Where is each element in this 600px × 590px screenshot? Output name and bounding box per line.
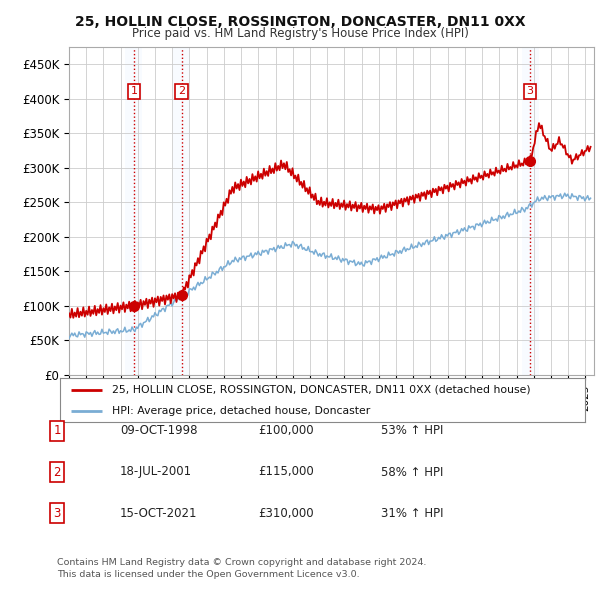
- Text: 3: 3: [527, 86, 533, 96]
- Bar: [125, 47, 142, 375]
- Text: 58% ↑ HPI: 58% ↑ HPI: [381, 466, 443, 478]
- Text: 3: 3: [53, 507, 61, 520]
- Text: £115,000: £115,000: [258, 466, 314, 478]
- Text: 31% ↑ HPI: 31% ↑ HPI: [381, 507, 443, 520]
- Text: Contains HM Land Registry data © Crown copyright and database right 2024.
This d: Contains HM Land Registry data © Crown c…: [57, 558, 427, 579]
- Text: 2: 2: [53, 466, 61, 478]
- Bar: [521, 47, 539, 375]
- Text: 1: 1: [53, 424, 61, 437]
- Text: HPI: Average price, detached house, Doncaster: HPI: Average price, detached house, Donc…: [113, 406, 371, 416]
- Text: 09-OCT-1998: 09-OCT-1998: [120, 424, 197, 437]
- Text: Price paid vs. HM Land Registry's House Price Index (HPI): Price paid vs. HM Land Registry's House …: [131, 27, 469, 40]
- Text: £310,000: £310,000: [258, 507, 314, 520]
- Text: 25, HOLLIN CLOSE, ROSSINGTON, DONCASTER, DN11 0XX (detached house): 25, HOLLIN CLOSE, ROSSINGTON, DONCASTER,…: [113, 385, 531, 395]
- Text: £100,000: £100,000: [258, 424, 314, 437]
- Bar: [173, 47, 190, 375]
- Text: 2: 2: [178, 86, 185, 96]
- Text: 18-JUL-2001: 18-JUL-2001: [120, 466, 192, 478]
- Text: 1: 1: [130, 86, 137, 96]
- Text: 15-OCT-2021: 15-OCT-2021: [120, 507, 197, 520]
- Text: 53% ↑ HPI: 53% ↑ HPI: [381, 424, 443, 437]
- Text: 25, HOLLIN CLOSE, ROSSINGTON, DONCASTER, DN11 0XX: 25, HOLLIN CLOSE, ROSSINGTON, DONCASTER,…: [74, 15, 526, 29]
